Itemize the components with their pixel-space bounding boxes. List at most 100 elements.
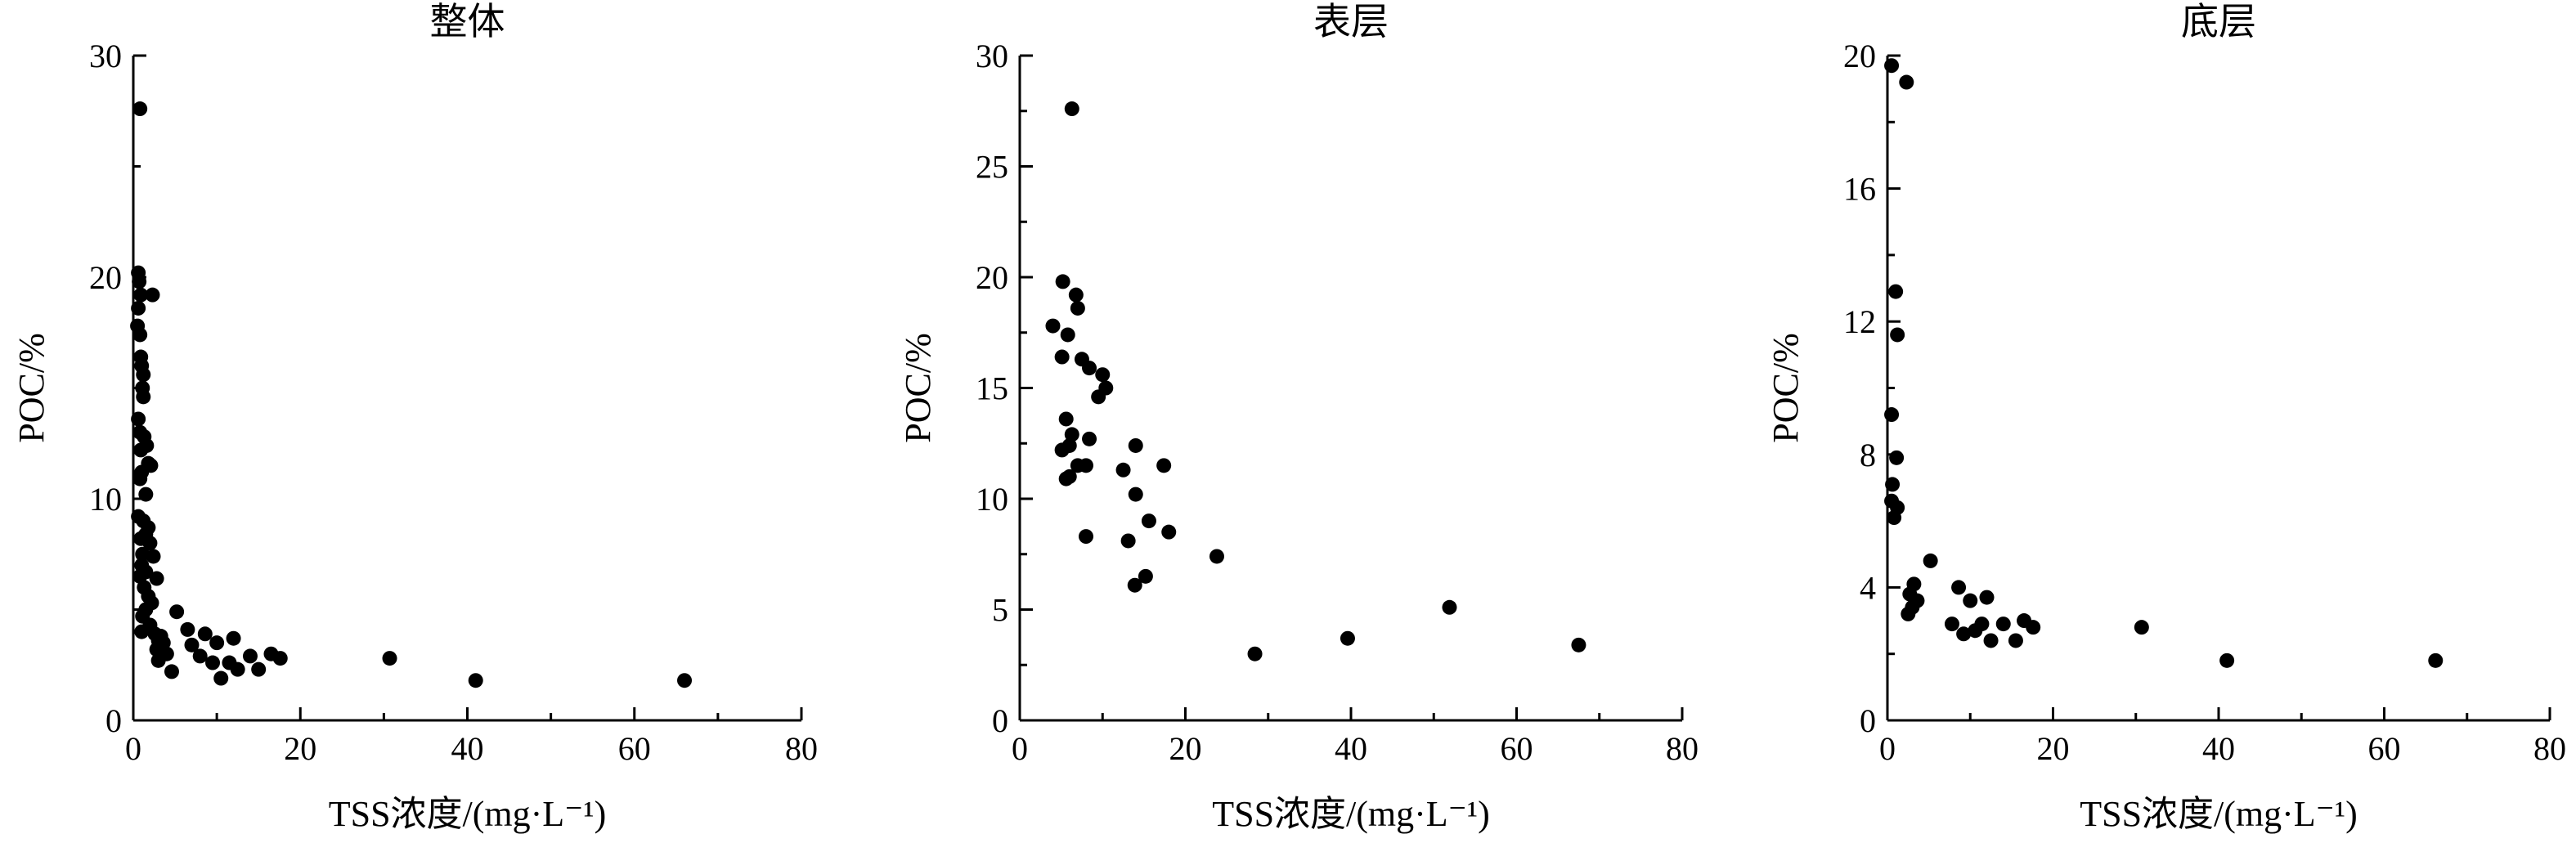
data-point [1068,287,1084,303]
x-tick-label: 40 [2202,730,2235,767]
data-point [1899,74,1914,90]
data-point [1058,411,1074,427]
data-point [136,389,151,405]
data-point [1120,533,1136,549]
data-point [205,655,221,670]
y-tick-label: 20 [89,259,122,296]
chart-title: 底层 [2181,1,2256,43]
data-point [1995,617,2011,632]
data-point [1885,477,1901,492]
data-point [1128,487,1143,502]
data-point [1064,427,1079,442]
x-tick-label: 0 [1879,730,1896,767]
data-point [132,471,148,487]
data-point [131,411,146,427]
data-point [150,652,166,668]
data-point [136,367,151,383]
data-point [1956,626,1972,642]
data-point [1963,593,1978,608]
y-tick-label: 30 [89,38,122,74]
data-point [1901,606,1916,621]
data-point [184,637,200,652]
data-point [1045,318,1061,334]
data-point [1095,367,1111,383]
data-point [192,648,208,664]
data-point [134,624,150,639]
data-point [1054,349,1070,365]
x-tick-label: 60 [2368,730,2401,767]
y-axis-label: POC/% [11,333,52,442]
x-tick-label: 80 [1666,730,1699,767]
data-point [1923,553,1938,568]
data-point [1974,617,1990,632]
data-point [2428,652,2444,668]
chart-panel-2: 0 20 40 60 80 0 5 10 15 20 25 30 表层 TSS浓度/(mg·L⁻¹) POC… [898,1,1699,834]
x-axis-label: TSS浓度/(mg·L⁻¹) [1212,794,1490,834]
y-tick-label: 20 [1843,38,1876,74]
data-point [138,487,154,502]
data-point [1340,630,1355,646]
data-point [1890,327,1905,343]
y-tick-label: 20 [976,259,1008,296]
data-point [1884,58,1900,74]
chart-title: 表层 [1313,1,1389,43]
data-point [133,287,149,303]
data-point [2219,652,2235,668]
y-axis-label: POC/% [898,333,938,442]
y-tick-label: 5 [992,592,1008,629]
y-tick-label: 0 [992,702,1008,739]
data-point [1127,577,1142,593]
x-axis-label: TSS浓度/(mg·L⁻¹) [329,794,607,834]
y-tick-label: 10 [89,481,122,518]
x-tick-label: 80 [785,730,818,767]
data-point [1161,524,1177,540]
y-axis-label: POC/% [1766,333,1806,442]
x-tick-label: 60 [1501,730,1533,767]
data-point [1082,361,1097,376]
data-point [2134,620,2149,635]
chart-title: 整体 [430,1,505,43]
data-point [382,651,397,666]
data-point [677,673,693,688]
data-point [149,571,164,586]
data-point [1141,513,1156,529]
y-tick-label: 10 [976,481,1008,518]
y-tick-label: 0 [105,702,122,739]
data-point [1138,568,1153,584]
data-point [209,635,225,651]
x-tick-label: 80 [2533,730,2566,767]
data-point [180,621,195,637]
x-axis-label: TSS浓度/(mg·L⁻¹) [2080,794,2358,834]
data-point [1884,407,1900,423]
data-point [2008,633,2023,648]
data-point [1983,633,1999,648]
data-point [145,287,160,303]
x-tick-label: 60 [618,730,651,767]
data-point [1951,580,1967,595]
data-point [1128,437,1143,453]
data-point [2026,620,2041,635]
data-point [142,536,158,551]
data-point [226,630,241,646]
x-tick-label: 20 [2037,730,2070,767]
x-tick-label: 40 [1335,730,1367,767]
x-tick-label: 0 [1012,730,1028,767]
y-tick-label: 8 [1860,437,1876,473]
data-point [1979,590,1995,605]
data-point [164,664,179,679]
chart-panel-1: 0 20 40 60 80 0 10 20 30 整体 TSS浓度/(mg·L⁻¹) POC/% [11,1,818,834]
data-point [1156,458,1172,473]
chart-panel-3: 0 20 40 60 80 0 4 8 12 16 20 底层 TSS浓度/(mg·L⁻¹) POC/% [1766,1,2566,834]
y-tick-label: 0 [1860,702,1876,739]
data-point [132,327,148,343]
data-point [1571,637,1586,652]
data-point [1054,442,1070,458]
y-tick-label: 4 [1860,569,1876,606]
y-tick-label: 12 [1843,303,1876,340]
data-point [272,651,288,666]
data-point [1115,462,1131,478]
x-tick-label: 0 [125,730,141,767]
data-point [213,670,229,686]
data-point [1079,458,1093,473]
